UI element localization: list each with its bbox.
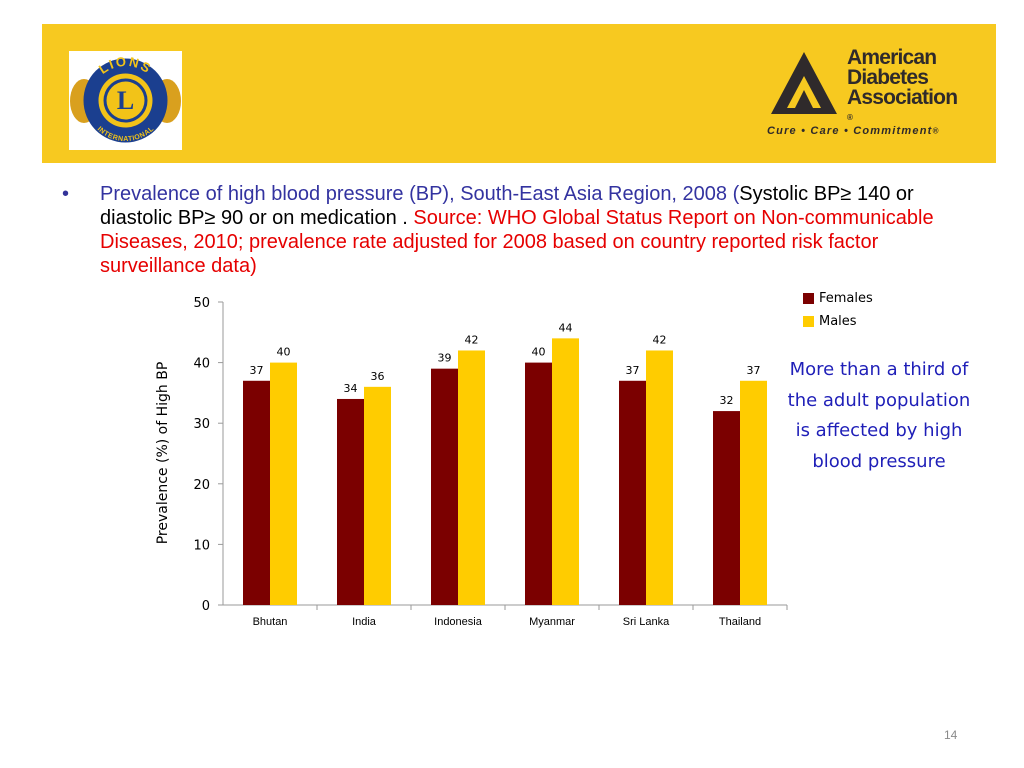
y-tick-label: 10 (193, 538, 210, 553)
bar-females-thailand (713, 411, 740, 605)
data-label: 37 (250, 364, 264, 377)
legend-label-females: Females (819, 291, 873, 306)
side-note: More than a third of the adult populatio… (787, 359, 971, 472)
header-banner: LIONS INTERNATIONAL L American Diabetes … (42, 24, 996, 163)
y-axis-title: Prevalence (%) of High BP (155, 362, 171, 545)
bar-females-indonesia (431, 368, 458, 605)
ada-tagline: Cure • Care • Commitment® (767, 125, 982, 137)
svg-text:LIONS: LIONS (96, 54, 155, 77)
registered-mark-icon: ® (847, 113, 853, 122)
x-tick-label: India (352, 616, 377, 628)
ada-tagline-text: Cure • Care • Commitment (767, 125, 933, 137)
y-tick-label: 50 (193, 296, 210, 311)
lions-emblem-icon: LIONS INTERNATIONAL L (70, 54, 181, 143)
y-tick-label: 20 (193, 478, 210, 493)
bullet-title: Prevalence of high blood pressure (BP), … (100, 183, 740, 205)
x-tick-label: Thailand (719, 616, 761, 628)
data-label: 36 (371, 370, 385, 383)
registered-mark-icon: ® (932, 126, 940, 136)
y-tick-label: 40 (193, 357, 210, 372)
bar-females-sri-lanka (619, 380, 646, 605)
bar-males-indonesia (458, 350, 485, 605)
data-label: 37 (747, 364, 761, 377)
ada-name-line2: Diabetes (847, 66, 929, 89)
legend-swatch-females (803, 293, 814, 304)
bar-females-bhutan (243, 380, 270, 605)
bullet-definition: Systolic BP≥ 140 or diastolic BP≥ 90 or … (100, 183, 914, 229)
bar-males-bhutan (270, 362, 297, 605)
ada-name-line3: Association (847, 86, 958, 109)
data-label: 44 (559, 321, 573, 334)
ada-name: American Diabetes Association ® (847, 46, 958, 128)
data-label: 34 (344, 382, 358, 395)
lions-international-logo: LIONS INTERNATIONAL L (69, 51, 182, 150)
bar-females-myanmar (525, 362, 552, 605)
ada-triangle-icon (771, 52, 837, 114)
data-label: 40 (277, 346, 291, 359)
ada-name-line1: American (847, 46, 937, 69)
data-label: 42 (465, 333, 479, 346)
bar-males-sri-lanka (646, 350, 673, 605)
lions-top-text: LIONS (96, 54, 153, 77)
data-label: 37 (626, 364, 640, 377)
data-label: 39 (438, 352, 452, 365)
legend-label-males: Males (819, 314, 857, 329)
legend-item-males: Males (803, 310, 873, 333)
x-tick-label: Myanmar (529, 616, 575, 628)
data-label: 40 (532, 346, 546, 359)
bar-males-india (364, 386, 391, 605)
x-tick-label: Indonesia (434, 616, 483, 628)
x-tick-label: Sri Lanka (623, 616, 670, 628)
bullet-icon: • (62, 183, 70, 205)
data-label: 42 (653, 333, 667, 346)
y-tick-label: 0 (202, 599, 210, 614)
american-diabetes-association-logo: American Diabetes Association ® Cure • Ca… (767, 46, 982, 143)
page-number: 14 (944, 728, 958, 742)
lions-letter: L (117, 86, 134, 115)
emblem-core (106, 81, 145, 120)
chart-legend: Females Males (803, 287, 873, 333)
data-label: 32 (720, 394, 734, 407)
bar-females-india (337, 398, 364, 605)
y-tick-label: 30 (193, 417, 210, 432)
bullet-text: Prevalence of high blood pressure (BP), … (100, 182, 960, 278)
bar-males-myanmar (552, 338, 579, 605)
legend-swatch-males (803, 316, 814, 327)
legend-item-females: Females (803, 287, 873, 310)
bullet-source: Source: WHO Global Status Report on Non-… (100, 207, 934, 277)
x-tick-label: Bhutan (253, 616, 288, 628)
bar-males-thailand (740, 380, 767, 605)
